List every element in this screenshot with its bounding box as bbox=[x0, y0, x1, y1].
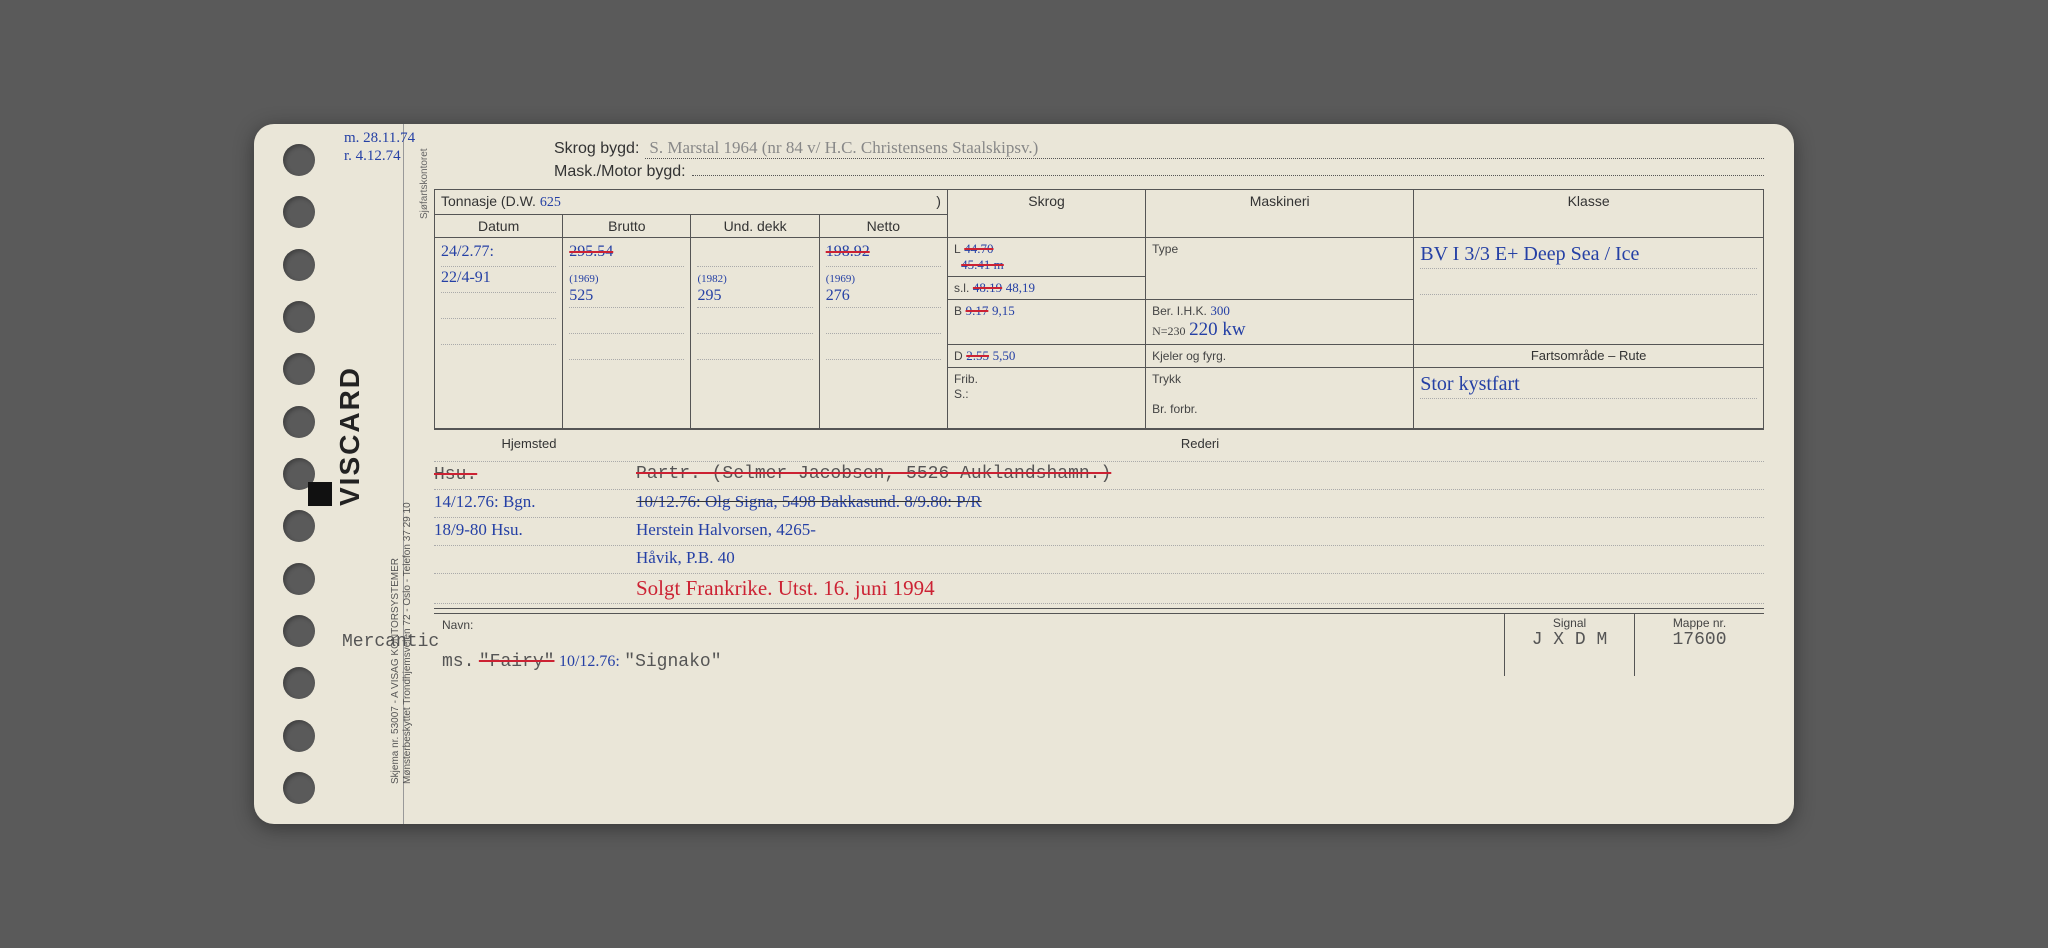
skrog-L: L 44.70 45.41 m bbox=[947, 238, 1145, 277]
rederi-row-3: Håvik, P.B. 40 bbox=[434, 546, 1764, 574]
footer-row: Navn: Mercantic ms. "Fairy" 10/12.76: "S… bbox=[434, 613, 1764, 676]
mappe-value: 17600 bbox=[1672, 630, 1726, 650]
navn-label: Navn: bbox=[442, 618, 1496, 632]
hole bbox=[283, 720, 315, 752]
brand-mark-icon bbox=[308, 482, 332, 506]
maskineri-ihk: Ber. I.H.K. 300 N=230 220 kw bbox=[1146, 300, 1414, 345]
signal-label: Signal bbox=[1513, 616, 1626, 630]
top-handwritten-notes: m. 28.11.74 r. 4.12.74 bbox=[344, 129, 415, 165]
imprint-line-1: Skjema nr. 53007 - A VISAG KONTORSYSTEME… bbox=[390, 558, 401, 784]
rederi-section: Hjemsted Rederi Hsu. Partr. (Selmer Jaco… bbox=[434, 429, 1764, 609]
right-vertical-label: Sjøfartskontoret bbox=[419, 148, 430, 219]
fartsomrade-value: Stor kystfart bbox=[1414, 368, 1764, 429]
motor-bygd-value bbox=[692, 175, 1764, 176]
hole bbox=[283, 249, 315, 281]
und-1 bbox=[697, 241, 812, 267]
rederi-label: Rederi bbox=[636, 436, 1764, 459]
hole bbox=[283, 144, 315, 176]
datum-1: 24/2.77: bbox=[441, 241, 556, 267]
hole bbox=[283, 772, 315, 804]
maskineri-trykk-br: Trykk Br. forbr. bbox=[1146, 368, 1414, 429]
netto-cells: 198.92 (1969) 276 bbox=[819, 238, 947, 429]
maskineri-kjeler: Kjeler og fyrg. bbox=[1146, 345, 1414, 368]
rederi-row-2: 18/9-80 Hsu. Herstein Halvorsen, 4265- bbox=[434, 518, 1764, 546]
col-brutto: Brutto bbox=[563, 215, 691, 238]
skrog-frib: Frib. S.: bbox=[947, 368, 1145, 429]
klasse-value: BV I 3/3 E+ Deep Sea / Ice bbox=[1420, 241, 1757, 269]
skrog-bygd-value: S. Marstal 1964 (nr 84 v/ H.C. Christens… bbox=[645, 138, 1764, 159]
hole bbox=[283, 510, 315, 542]
ms-prefix: ms. bbox=[442, 652, 474, 672]
hole bbox=[283, 563, 315, 595]
rederi-row-4: Solgt Frankrike. Utst. 16. juni 1994 bbox=[434, 574, 1764, 604]
motor-bygd-label: Mask./Motor bygd: bbox=[554, 163, 686, 181]
rename-date: 10/12.76: bbox=[559, 653, 620, 670]
form-body: Sjøfartskontoret m. 28.11.74 r. 4.12.74 … bbox=[404, 124, 1794, 824]
col-unddekk: Und. dekk bbox=[691, 215, 819, 238]
skrog-bygd-label: Skrog bygd: bbox=[554, 140, 639, 158]
col-netto: Netto bbox=[819, 215, 947, 238]
datum-cells: 24/2.77: 22/4-91 bbox=[435, 238, 563, 429]
brutto-2: (1969) 525 bbox=[569, 267, 684, 308]
hole bbox=[283, 301, 315, 333]
mappe-label: Mappe nr. bbox=[1643, 616, 1756, 630]
signako-name: "Signako" bbox=[624, 652, 721, 672]
hole bbox=[283, 196, 315, 228]
skrog-header: Skrog bbox=[947, 190, 1145, 238]
index-card: VISCARD Skjema nr. 53007 - A VISAG KONTO… bbox=[254, 124, 1794, 824]
datum-2: 22/4-91 bbox=[441, 267, 556, 293]
mercantic: Mercantic bbox=[342, 632, 439, 652]
und-2: (1982) 295 bbox=[697, 267, 812, 308]
skrog-sl: s.l. 48.19 48,19 bbox=[947, 277, 1145, 300]
signal-value: J X D M bbox=[1532, 630, 1608, 650]
note-line-2: r. 4.12.74 bbox=[344, 147, 415, 165]
hole bbox=[283, 667, 315, 699]
note-line-1: m. 28.11.74 bbox=[344, 129, 415, 147]
main-table: Tonnasje (D.W. 625 ) Skrog Maskineri Kla… bbox=[434, 189, 1764, 429]
side-imprint: VISCARD Skjema nr. 53007 - A VISAG KONTO… bbox=[344, 124, 404, 824]
signal-cell: Signal J X D M bbox=[1504, 614, 1634, 676]
maskineri-type: Type bbox=[1146, 238, 1414, 300]
tonnasje-header: Tonnasje (D.W. 625 ) bbox=[435, 190, 948, 215]
hole bbox=[283, 615, 315, 647]
brutto-1: 295.54 bbox=[569, 243, 613, 260]
dw-value: 625 bbox=[540, 195, 561, 210]
maskineri-header: Maskineri bbox=[1146, 190, 1414, 238]
rederi-row-0: Hsu. Partr. (Selmer Jacobsen, 5526 Aukla… bbox=[434, 462, 1764, 490]
brand-logo: VISCARD bbox=[302, 366, 366, 506]
fartsomrade-label: Fartsområde – Rute bbox=[1414, 345, 1764, 368]
skrog-bygd-field: Skrog bygd: S. Marstal 1964 (nr 84 v/ H.… bbox=[554, 138, 1764, 159]
klasse-header: Klasse bbox=[1414, 190, 1764, 238]
motor-bygd-field: Mask./Motor bygd: bbox=[554, 163, 1764, 181]
klasse-cell: BV I 3/3 E+ Deep Sea / Ice bbox=[1414, 238, 1764, 345]
navn-cell: Navn: Mercantic ms. "Fairy" 10/12.76: "S… bbox=[434, 614, 1504, 676]
brutto-cells: 295.54 (1969) 525 bbox=[563, 238, 691, 429]
brand-text: VISCARD bbox=[334, 366, 365, 506]
skrog-D: D 2.55 5,50 bbox=[947, 345, 1145, 368]
col-datum: Datum bbox=[435, 215, 563, 238]
netto-1: 198.92 bbox=[826, 243, 870, 260]
netto-2: (1969) 276 bbox=[826, 267, 941, 308]
fairy-name: "Fairy" bbox=[479, 652, 555, 672]
unddekk-cells: (1982) 295 bbox=[691, 238, 819, 429]
mappe-cell: Mappe nr. 17600 bbox=[1634, 614, 1764, 676]
rederi-row-1: 14/12.76: Bgn. 10/12.76: Olg Signa, 5498… bbox=[434, 490, 1764, 518]
skrog-B: B 9.17 9,15 bbox=[947, 300, 1145, 345]
hjemsted-label: Hjemsted bbox=[434, 436, 624, 459]
